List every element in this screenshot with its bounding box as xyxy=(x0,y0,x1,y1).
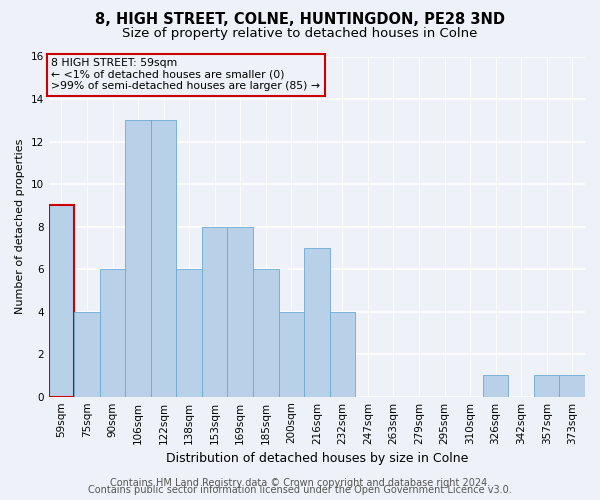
Bar xyxy=(534,376,559,396)
Bar xyxy=(202,226,227,396)
Bar xyxy=(125,120,151,396)
Bar xyxy=(227,226,253,396)
X-axis label: Distribution of detached houses by size in Colne: Distribution of detached houses by size … xyxy=(166,452,468,465)
Bar xyxy=(253,269,278,396)
Y-axis label: Number of detached properties: Number of detached properties xyxy=(15,139,25,314)
Text: Size of property relative to detached houses in Colne: Size of property relative to detached ho… xyxy=(122,28,478,40)
Bar xyxy=(278,312,304,396)
Text: 8 HIGH STREET: 59sqm
← <1% of detached houses are smaller (0)
>99% of semi-detac: 8 HIGH STREET: 59sqm ← <1% of detached h… xyxy=(52,58,320,92)
Bar xyxy=(151,120,176,396)
Text: Contains public sector information licensed under the Open Government Licence v3: Contains public sector information licen… xyxy=(88,485,512,495)
Bar xyxy=(304,248,329,396)
Text: 8, HIGH STREET, COLNE, HUNTINGDON, PE28 3ND: 8, HIGH STREET, COLNE, HUNTINGDON, PE28 … xyxy=(95,12,505,28)
Bar xyxy=(49,206,74,396)
Bar xyxy=(74,312,100,396)
Bar xyxy=(176,269,202,396)
Bar xyxy=(100,269,125,396)
Bar xyxy=(329,312,355,396)
Bar xyxy=(483,376,508,396)
Text: Contains HM Land Registry data © Crown copyright and database right 2024.: Contains HM Land Registry data © Crown c… xyxy=(110,478,490,488)
Bar xyxy=(559,376,585,396)
